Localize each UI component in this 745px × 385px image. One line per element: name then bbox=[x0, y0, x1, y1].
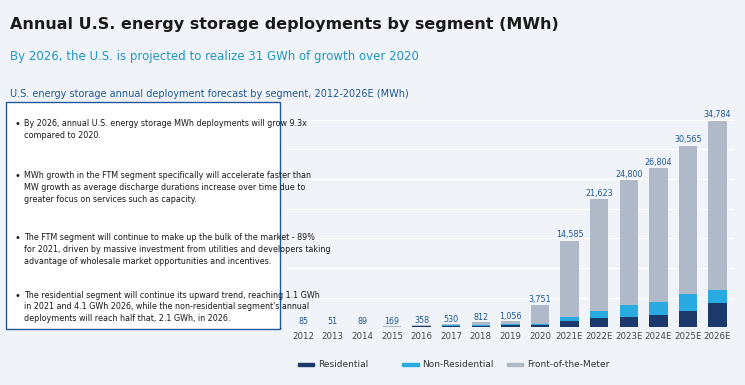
Text: 1,056: 1,056 bbox=[499, 311, 522, 320]
Text: Non-Residential: Non-Residential bbox=[422, 360, 494, 369]
Bar bbox=[530, 305, 549, 324]
Bar bbox=[472, 322, 490, 325]
Bar bbox=[590, 318, 609, 327]
Text: By 2026, the U.S. is projected to realize 31 GWh of growth over 2020: By 2026, the U.S. is projected to realiz… bbox=[10, 50, 419, 63]
Bar bbox=[412, 326, 431, 327]
Bar bbox=[620, 180, 638, 305]
Text: •: • bbox=[15, 233, 21, 243]
Bar bbox=[530, 325, 549, 327]
Bar bbox=[501, 321, 519, 324]
Bar bbox=[649, 168, 668, 302]
Bar bbox=[590, 199, 609, 311]
Text: 812: 812 bbox=[473, 313, 488, 322]
Bar bbox=[649, 315, 668, 327]
Bar bbox=[620, 316, 638, 327]
Bar bbox=[442, 324, 460, 325]
Text: 51: 51 bbox=[328, 318, 337, 326]
Bar bbox=[501, 324, 519, 325]
Bar bbox=[560, 241, 579, 317]
Bar bbox=[590, 311, 609, 318]
Bar bbox=[679, 294, 697, 311]
Bar bbox=[383, 326, 401, 327]
Text: 358: 358 bbox=[414, 316, 429, 325]
Bar bbox=[442, 325, 460, 326]
Bar bbox=[679, 311, 697, 327]
Text: 26,804: 26,804 bbox=[644, 158, 672, 167]
Text: 21,623: 21,623 bbox=[586, 189, 613, 198]
Text: 530: 530 bbox=[443, 315, 459, 324]
Text: 24,800: 24,800 bbox=[615, 170, 642, 179]
Text: 30,565: 30,565 bbox=[674, 136, 702, 144]
Text: Residential: Residential bbox=[318, 360, 368, 369]
Bar bbox=[560, 317, 579, 321]
Text: U.S. energy storage annual deployment forecast by segment, 2012-2026E (MWh): U.S. energy storage annual deployment fo… bbox=[10, 89, 408, 99]
Text: MWh growth in the FTM segment specifically will accelerate faster than
MW growth: MWh growth in the FTM segment specifical… bbox=[24, 171, 311, 204]
Text: 34,784: 34,784 bbox=[704, 110, 732, 119]
Bar bbox=[501, 325, 519, 327]
Text: The residential segment will continue its upward trend, reaching 1.1 GWh
in 2021: The residential segment will continue it… bbox=[24, 291, 320, 323]
Text: •: • bbox=[15, 291, 21, 301]
Bar bbox=[530, 324, 549, 325]
Bar bbox=[649, 302, 668, 315]
Text: Annual U.S. energy storage deployments by segment (MWh): Annual U.S. energy storage deployments b… bbox=[10, 17, 559, 32]
Text: 169: 169 bbox=[384, 317, 399, 326]
Text: 89: 89 bbox=[358, 317, 367, 326]
Text: Front-of-the-Meter: Front-of-the-Meter bbox=[527, 360, 609, 369]
Bar bbox=[442, 326, 460, 327]
Bar bbox=[708, 290, 726, 303]
Bar bbox=[620, 305, 638, 316]
Bar bbox=[560, 321, 579, 327]
Bar bbox=[412, 325, 431, 326]
Text: 85: 85 bbox=[298, 317, 308, 326]
Bar bbox=[708, 303, 726, 327]
Bar bbox=[708, 121, 726, 290]
Bar bbox=[472, 326, 490, 327]
Text: •: • bbox=[15, 119, 21, 129]
Bar bbox=[679, 146, 697, 294]
Text: By 2026, annual U.S. energy storage MWh deployments will grow 9.3x
compared to 2: By 2026, annual U.S. energy storage MWh … bbox=[24, 119, 307, 140]
Text: 14,585: 14,585 bbox=[556, 230, 583, 239]
Bar bbox=[472, 325, 490, 326]
Text: •: • bbox=[15, 171, 21, 181]
Text: The FTM segment will continue to make up the bulk of the market - 89%
for 2021, : The FTM segment will continue to make up… bbox=[24, 233, 330, 266]
Text: 3,751: 3,751 bbox=[529, 295, 551, 303]
